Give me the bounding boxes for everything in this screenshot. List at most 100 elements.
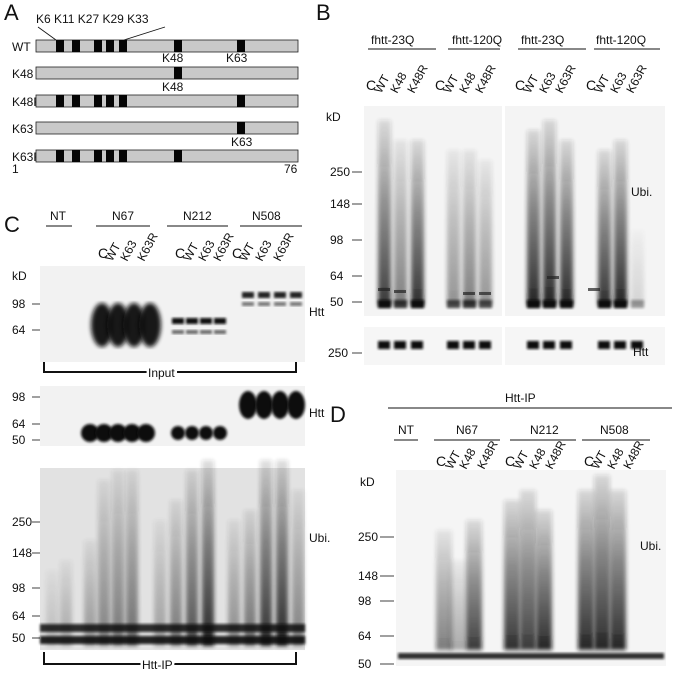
mutant-row: WT — [12, 39, 299, 54]
row-label: K48R — [12, 95, 42, 109]
band — [411, 300, 424, 308]
mw-marker: 98 — [330, 233, 344, 247]
lysine-box — [119, 150, 127, 162]
mw-marker: 148 — [330, 197, 350, 211]
band — [631, 300, 644, 308]
htt-band — [239, 391, 257, 419]
mw-marker: 64 — [12, 609, 26, 623]
lane-label: C — [505, 453, 515, 469]
band — [394, 300, 407, 308]
group-label: fhtt-23Q — [371, 33, 414, 47]
lane-label: C — [586, 77, 596, 93]
ubi-smears — [40, 460, 305, 646]
band — [463, 300, 476, 308]
lysine-box — [94, 40, 102, 52]
bracket-input — [43, 362, 297, 373]
panel-b-htt-bands — [378, 341, 643, 349]
ubi-smear — [276, 460, 288, 646]
ubi-smear — [450, 560, 466, 650]
group-n508: N508 — [252, 209, 281, 223]
htt-band — [411, 341, 423, 349]
htt-band — [107, 303, 129, 347]
htt-band — [139, 303, 161, 347]
panel-b-markers: 250 148 98 64 50 — [330, 165, 362, 309]
lane-label: K63R — [270, 230, 297, 263]
group-n212: N212 — [530, 423, 559, 437]
ubi-smear — [244, 510, 256, 646]
htt-band — [172, 330, 184, 334]
lane-label: C — [515, 77, 525, 93]
ubi-smear — [60, 560, 72, 646]
panel-c-markers: 98 64 98 64 50 250 148 98 64 50 — [12, 297, 40, 645]
lane-label: K48 — [456, 446, 479, 472]
lysine-box — [106, 150, 114, 162]
htt-band — [378, 341, 390, 349]
htt-band — [186, 318, 198, 324]
bracket-htt-ip-label: Htt-IP — [142, 658, 173, 672]
marker-250-lower: 250 — [328, 346, 348, 360]
ubi-smear — [594, 475, 610, 650]
mw-marker: 64 — [330, 269, 344, 283]
band — [398, 653, 664, 659]
htt-band — [527, 341, 539, 349]
lysine-box — [72, 40, 80, 52]
htt-band — [258, 292, 270, 298]
band — [40, 636, 305, 644]
htt-band — [290, 292, 302, 298]
band — [598, 300, 611, 308]
lysine-box — [237, 122, 245, 134]
lane-label: C — [98, 245, 108, 261]
htt-band — [242, 302, 254, 306]
panel-b: B fhtt-23Q fhtt-120Q fhtt-23Q fhtt-120Q … — [316, 0, 665, 365]
mutant-row: K63R — [12, 149, 299, 164]
mutant-row: K48 — [12, 66, 299, 81]
ubi-smear — [578, 490, 594, 650]
ubi-smear — [560, 140, 573, 306]
ubi-label: Ubi. — [631, 185, 652, 199]
group-n67: N67 — [456, 423, 478, 437]
ubiquitin-bar — [35, 66, 299, 80]
lysine-box — [237, 40, 245, 52]
htt-band — [171, 426, 185, 440]
mw-marker: 64 — [358, 629, 372, 643]
lane-label: C — [584, 453, 594, 469]
lysine-box — [72, 150, 80, 162]
axis-end: 76 — [284, 162, 298, 176]
lysine-box — [56, 95, 64, 107]
lane-label: K48 — [387, 70, 410, 96]
ubi-smear — [186, 470, 198, 646]
ubi-smear — [479, 160, 492, 306]
lysine-box — [174, 40, 182, 52]
panel-a-letter: A — [4, 0, 19, 25]
lysine-box — [106, 95, 114, 107]
input-bands — [91, 292, 302, 347]
htt-band — [172, 318, 184, 324]
htt-band — [447, 341, 459, 349]
band — [547, 276, 559, 279]
ubi-smear — [170, 500, 182, 646]
htt-band — [598, 341, 610, 349]
row-label: WT — [12, 40, 31, 54]
band — [40, 624, 305, 632]
top-site-labels: K6 K11 K27 K29 K33 — [36, 12, 149, 26]
mw-marker: 98 — [358, 594, 372, 608]
ubi-smear — [292, 490, 304, 646]
lane-label: C — [366, 77, 376, 93]
lysine-box — [94, 95, 102, 107]
ubi-smear — [84, 540, 96, 646]
ubi-smear — [154, 520, 166, 646]
ubi-label: Ubi. — [309, 531, 330, 545]
bracket-htt-ip — [43, 652, 297, 665]
group-label: fhtt-120Q — [596, 33, 646, 47]
htt-band — [214, 318, 226, 324]
htt-band — [271, 391, 289, 419]
ubi-smear — [504, 500, 520, 650]
panel-d-markers: 250 148 98 64 50 — [358, 530, 394, 671]
lane-label: K63 — [252, 238, 275, 264]
htt-band — [255, 391, 273, 419]
ubi-smear — [411, 140, 424, 306]
ubiquitin-mutant-rows: WT K48 K48R K63 K63R — [12, 39, 299, 164]
htt-band — [185, 426, 199, 440]
ubi-smear — [520, 490, 536, 650]
